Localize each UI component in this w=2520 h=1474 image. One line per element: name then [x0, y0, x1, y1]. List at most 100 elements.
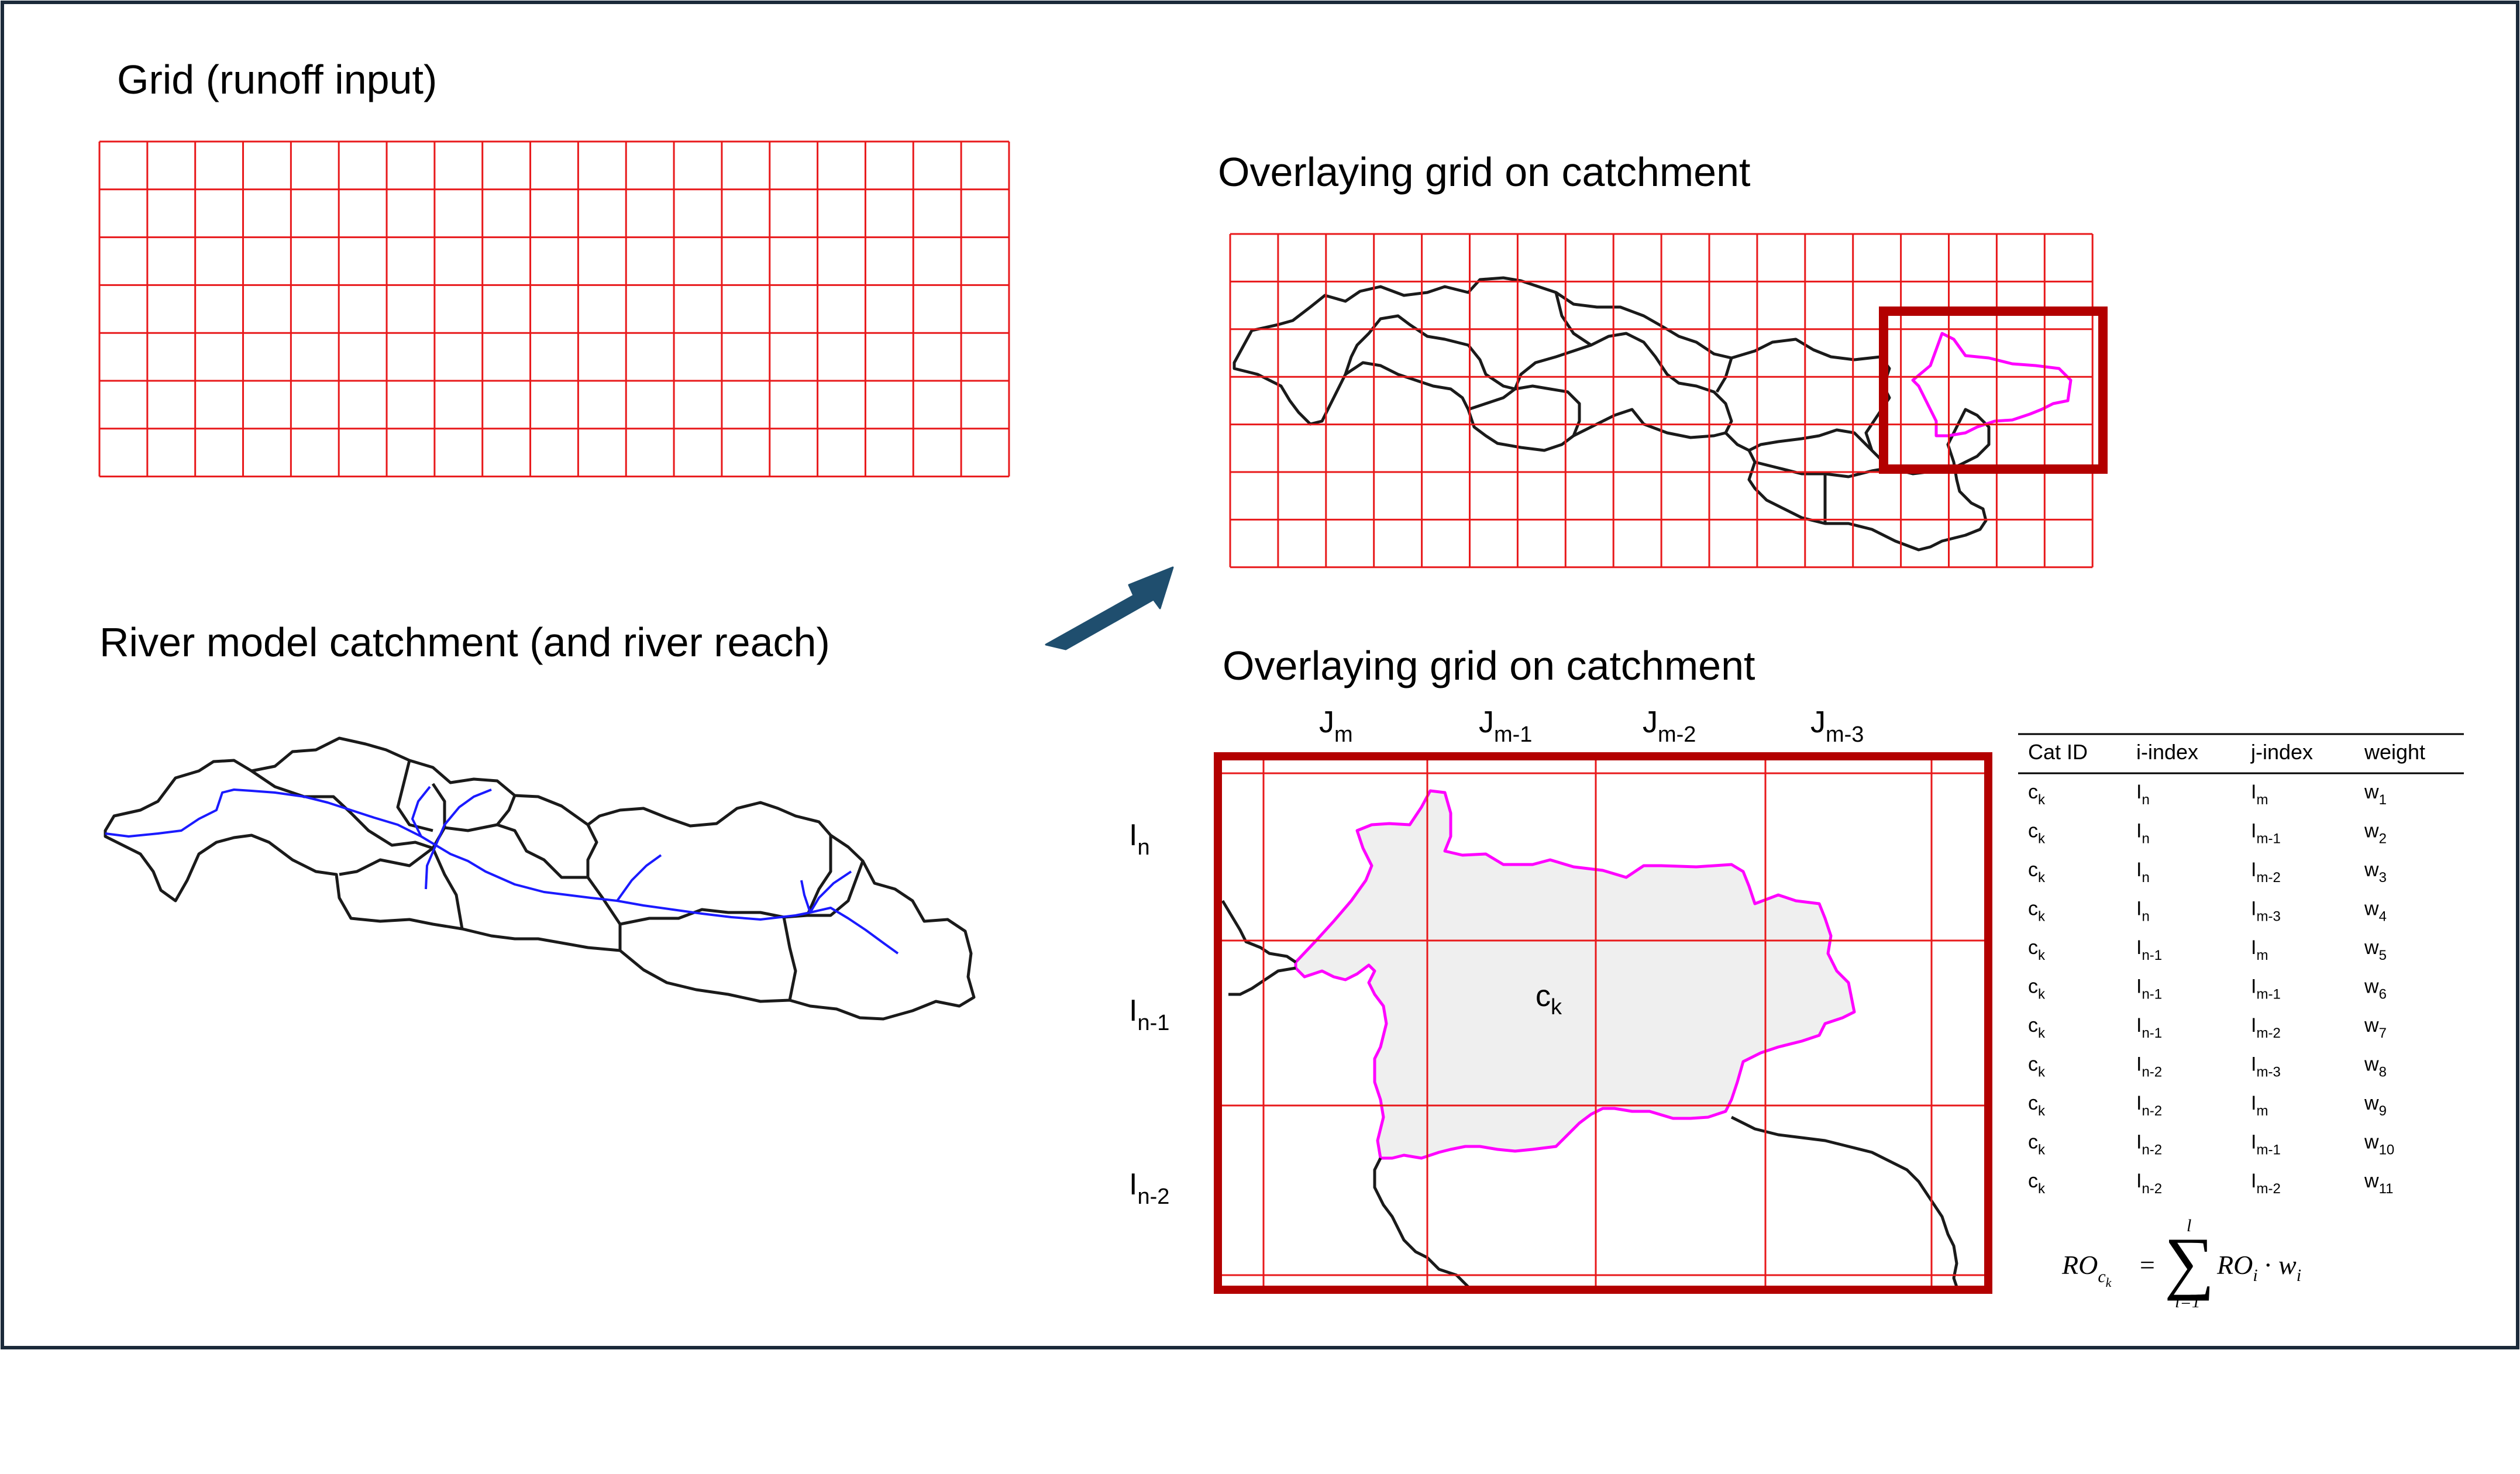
- sum-symbol: ∑: [2164, 1223, 2215, 1301]
- overlay-top-grid: [1229, 233, 2094, 569]
- table-cell: Im-1: [2251, 820, 2281, 847]
- row-labels: In In-1 In-2: [1129, 818, 1169, 1209]
- river-reach: [105, 786, 899, 955]
- row-label: In-2: [1129, 1168, 1169, 1209]
- table-row: ck In-2 Im-1 w10: [2028, 1131, 2394, 1158]
- table-cell: w6: [2364, 976, 2387, 1003]
- sum-lower-limit: i=1: [2175, 1292, 2201, 1311]
- table-header: Cat ID i-index j-index weight: [2028, 740, 2425, 764]
- overlay-top-title: Overlaying grid on catchment: [1218, 149, 1750, 195]
- table-cell: ck: [2028, 781, 2046, 808]
- table-header-cell: weight: [2364, 740, 2425, 764]
- table-cell: In: [2136, 898, 2150, 925]
- highlighted-catchment-small: [1911, 332, 2073, 438]
- table-cell: w8: [2364, 1053, 2387, 1080]
- table-row: ck In-1 Im w5: [2028, 936, 2387, 963]
- overlay-top-catchment: [1233, 276, 1991, 552]
- table-cell: In-2: [2136, 1092, 2162, 1119]
- table-cell: Im-1: [2251, 976, 2281, 1003]
- table-cell: Im: [2251, 781, 2268, 808]
- highlighted-catchment-shaded: [1294, 789, 1856, 1160]
- table-cell: w2: [2364, 820, 2387, 847]
- sub-catchment-boundaries: [104, 736, 976, 1021]
- formula-equals: =: [2138, 1250, 2156, 1280]
- table-header-cell: i-index: [2136, 740, 2198, 764]
- table-cell: Im: [2251, 1092, 2268, 1119]
- aggregation-formula: ROck = ∑ l i=1 ROi · wi: [2061, 1216, 2301, 1311]
- table-cell: w7: [2364, 1014, 2387, 1041]
- table-cell: ck: [2028, 976, 2046, 1003]
- grid-title: Grid (runoff input): [117, 57, 437, 102]
- table-cell: In-2: [2136, 1170, 2162, 1197]
- table-cell: ck: [2028, 1131, 2046, 1158]
- runoff-grid: [98, 140, 1010, 478]
- table-row: ck In-2 Im-3 w8: [2028, 1053, 2387, 1080]
- column-label: Jm: [1319, 705, 1353, 747]
- table-cell: w9: [2364, 1092, 2387, 1119]
- table-cell: w4: [2364, 898, 2387, 925]
- outer-border: [1, 1, 2519, 1349]
- table-cell: ck: [2028, 1053, 2046, 1080]
- row-label: In: [1129, 818, 1150, 860]
- table-row: ck In-2 Im-2 w11: [2028, 1170, 2393, 1197]
- table-header-cell: Cat ID: [2028, 740, 2088, 764]
- catchment-title: River model catchment (and river reach): [99, 619, 830, 665]
- table-cell: In: [2136, 781, 2150, 808]
- table-cell: Im-3: [2251, 1053, 2281, 1080]
- table-cell: ck: [2028, 1092, 2046, 1119]
- table-cell: In-1: [2136, 936, 2162, 963]
- river-catchment-map: [104, 736, 976, 1021]
- table-cell: Im: [2251, 936, 2268, 963]
- overlay-bottom: Jm Jm-1 Jm-2 Jm-3 In In-1 In-2 ck: [1129, 705, 1992, 1294]
- table-cell: ck: [2028, 898, 2046, 925]
- table-cell: w1: [2364, 781, 2387, 808]
- column-label: Jm-1: [1479, 705, 1532, 747]
- table-cell: In-1: [2136, 976, 2162, 1003]
- table-row: ck In-2 Im w9: [2028, 1092, 2387, 1119]
- table-cell: In-2: [2136, 1131, 2162, 1158]
- zoom-frame-small: [1879, 306, 2108, 474]
- table-cell: ck: [2028, 859, 2046, 886]
- table-cell: In-1: [2136, 1014, 2162, 1041]
- table-cell: Im-3: [2251, 898, 2281, 925]
- row-label: In-1: [1129, 994, 1169, 1035]
- table-row: ck In Im w1: [2028, 781, 2387, 808]
- table-header-cell: j-index: [2250, 740, 2313, 764]
- table-cell: Im-2: [2251, 859, 2281, 886]
- table-cell: In: [2136, 820, 2150, 847]
- overlay-bottom-title: Overlaying grid on catchment: [1223, 643, 1755, 688]
- sum-upper-limit: l: [2187, 1216, 2191, 1235]
- formula-lhs: RO: [2061, 1250, 2098, 1280]
- table-cell: w10: [2364, 1131, 2394, 1158]
- table-cell: ck: [2028, 936, 2046, 963]
- cell-label-ck: ck: [1536, 979, 1562, 1020]
- column-labels: Jm Jm-1 Jm-2 Jm-3: [1319, 705, 1864, 747]
- arrow-icon: [1045, 566, 1174, 650]
- table-cell: ck: [2028, 1014, 2046, 1041]
- column-label: Jm-2: [1643, 705, 1696, 747]
- table-cell: ck: [2028, 820, 2046, 847]
- table-cell: Im-2: [2251, 1170, 2281, 1197]
- table-cell: Im-1: [2251, 1131, 2281, 1158]
- table-row: ck In-1 Im-1 w6: [2028, 976, 2387, 1003]
- table-cell: ck: [2028, 1170, 2046, 1197]
- table-row: ck In Im-1 w2: [2028, 820, 2387, 847]
- neighbour-catchment-boundaries: [1221, 900, 1958, 1288]
- table-row: ck In Im-3 w4: [2028, 898, 2387, 925]
- zoom-frame-large: [1214, 752, 1992, 1294]
- table-cell: w3: [2364, 859, 2387, 886]
- overlay-top: [1229, 233, 2108, 569]
- formula-term1: RO: [2216, 1250, 2253, 1280]
- column-label: Jm-3: [1810, 705, 1864, 747]
- table-cell: In-2: [2136, 1053, 2162, 1080]
- table-row: ck In Im-2 w3: [2028, 859, 2387, 886]
- table-cell: In: [2136, 859, 2150, 886]
- table-cell: w11: [2364, 1170, 2393, 1197]
- table-cell: w5: [2364, 936, 2387, 963]
- weights-table: Cat ID i-index j-index weight ck In Im w1 ck In I…: [2018, 733, 2464, 1197]
- svg-text:ROck: ROck: [2061, 1250, 2112, 1290]
- svg-text:ROi·wi: ROi · wi: [2216, 1250, 2301, 1285]
- table-cell: Im-2: [2251, 1014, 2281, 1041]
